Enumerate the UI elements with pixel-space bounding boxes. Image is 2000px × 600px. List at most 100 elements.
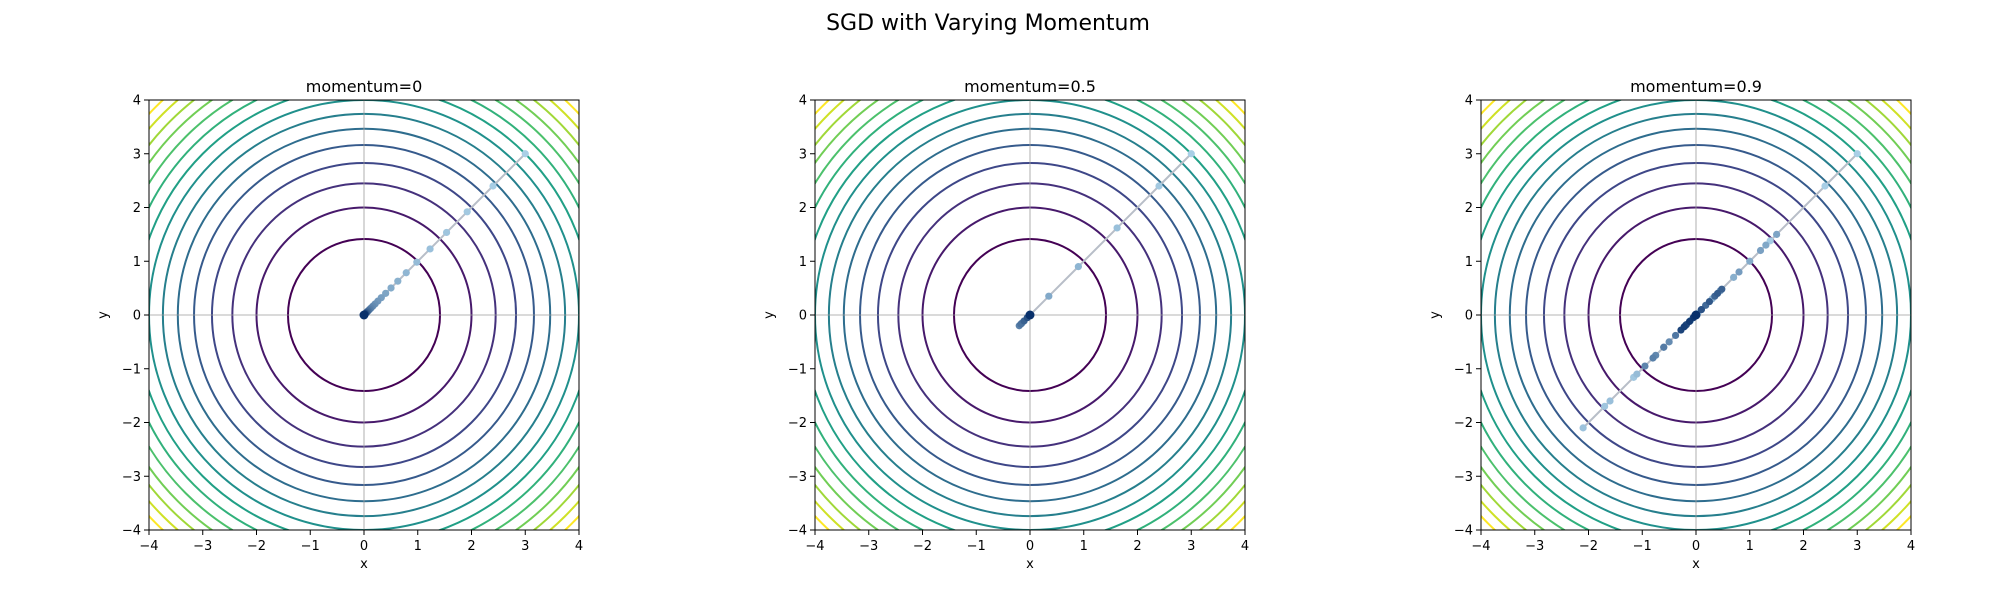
y-tick-label: 0 [133,309,141,324]
trajectory-point [1660,343,1668,351]
y-tick-label: 4 [1465,94,1473,109]
trajectory-point [1606,397,1614,405]
trajectory-point [1579,424,1587,432]
x-tick-label: 3 [1853,539,1861,554]
y-ticks: −4 −3 −2 −1 0 1 2 3 4 [1454,94,1481,539]
x-ticks: −4 −3 −2 −1 0 1 2 3 4 [805,530,1249,554]
trajectory-point [521,150,529,158]
y-tick-label: 2 [799,201,807,216]
trajectory-point [1187,150,1195,158]
trajectory-point [1641,362,1649,370]
trajectory-point [1735,268,1743,276]
y-tick-label: 3 [799,147,807,162]
y-tick-label: −4 [1454,524,1473,539]
x-tick-label: 4 [575,539,583,554]
subplot-2: −4 −3 −2 −1 0 1 2 3 4 −4 −3 −2 −1 0 1 2 3 4 momentum=0.5… [762,77,1249,572]
x-tick-label: 0 [1692,539,1700,554]
trajectory [359,150,529,320]
trajectory-point [1155,182,1163,190]
trajectory-point [1665,338,1673,346]
trajectory-point [1853,150,1861,158]
trajectory-point [1045,292,1053,300]
trajectory-point [1671,331,1680,340]
y-tick-label: 1 [133,255,141,270]
x-tick-label: 2 [467,539,475,554]
trajectory [1579,150,1861,432]
x-tick-label: 2 [1799,539,1807,554]
x-tick-label: −2 [247,539,266,554]
y-tick-label: −2 [1454,416,1473,431]
trajectory-point [413,258,421,266]
y-tick-label: −3 [1454,470,1473,485]
x-tick-label: −1 [967,539,986,554]
x-axis-label: x [1026,557,1034,572]
trajectory-point [382,289,390,297]
x-tick-label: −2 [913,539,932,554]
trajectory-point [442,228,451,237]
x-tick-label: 3 [521,539,529,554]
x-axis-label: x [360,557,368,572]
trajectory-point [1113,224,1121,232]
subplot-title: momentum=0.9 [1630,77,1762,96]
x-tick-label: 3 [1187,539,1195,554]
y-tick-label: −2 [122,416,141,431]
x-tick-label: 0 [360,539,368,554]
y-tick-label: −2 [788,416,807,431]
trajectory-point [394,277,402,285]
subplot-title: momentum=0 [306,77,423,96]
x-tick-label: −3 [859,539,878,554]
x-tick-label: 1 [1080,539,1088,554]
x-tick-label: 4 [1241,539,1249,554]
x-ticks: −4 −3 −2 −1 0 1 2 3 4 [139,530,583,554]
trajectory-point [426,245,434,253]
x-ticks: −4 −3 −2 −1 0 1 2 3 4 [1471,530,1915,554]
subplot-title: momentum=0.5 [964,77,1096,96]
figure-suptitle: SGD with Varying Momentum [826,11,1150,36]
y-axis-label: y [96,311,111,319]
subplot-3: −4 −3 −2 −1 0 1 2 3 4 −4 −3 −2 −1 0 1 2 3 4 momentum=0.9… [1428,77,1915,572]
trajectory-point [1746,257,1754,265]
trajectory-point [1697,306,1705,314]
x-tick-label: −3 [1525,539,1544,554]
x-tick-label: −2 [1579,539,1598,554]
trajectory-point [1680,323,1688,331]
y-ticks: −4 −3 −2 −1 0 1 2 3 4 [122,94,149,539]
y-tick-label: 4 [133,94,141,109]
y-ticks: −4 −3 −2 −1 0 1 2 3 4 [788,94,815,539]
y-tick-label: 2 [1465,201,1473,216]
x-tick-label: 4 [1907,539,1915,554]
y-tick-label: 1 [1465,255,1473,270]
trajectory-point [1773,230,1781,238]
trajectory-point [1691,310,1701,320]
trajectory-point [1074,263,1082,271]
trajectory-point [1649,354,1657,362]
trajectory-point [489,182,497,190]
trajectory-point [1762,241,1770,249]
trajectory-point [1025,310,1035,320]
y-axis-label: y [1428,311,1443,319]
trajectory [1015,150,1195,330]
x-tick-label: −1 [1633,539,1652,554]
y-tick-label: −1 [1454,362,1473,377]
trajectory-point [1730,273,1738,281]
trajectory-point [1705,297,1714,306]
trajectory-point [1601,402,1609,410]
y-tick-label: −4 [122,524,141,539]
y-tick-label: 4 [799,94,807,109]
x-tick-label: 0 [1026,539,1034,554]
y-tick-label: −1 [788,362,807,377]
trajectory-point [402,269,410,277]
trajectory-point [1633,370,1641,378]
y-tick-label: −3 [788,470,807,485]
trajectory-point [359,310,369,320]
trajectory-point [1821,182,1829,190]
y-tick-label: −1 [122,362,141,377]
x-axis-label: x [1692,557,1700,572]
y-tick-label: 0 [1465,309,1473,324]
y-tick-label: 3 [1465,147,1473,162]
trajectory-point [387,284,395,292]
trajectory-point [463,208,471,216]
trajectory-point [1756,246,1765,255]
subplot-1: −4 −3 −2 −1 0 1 2 3 4 −4 −3 −2 −1 0 1 2 3 4 momentum=0 x… [96,77,583,572]
